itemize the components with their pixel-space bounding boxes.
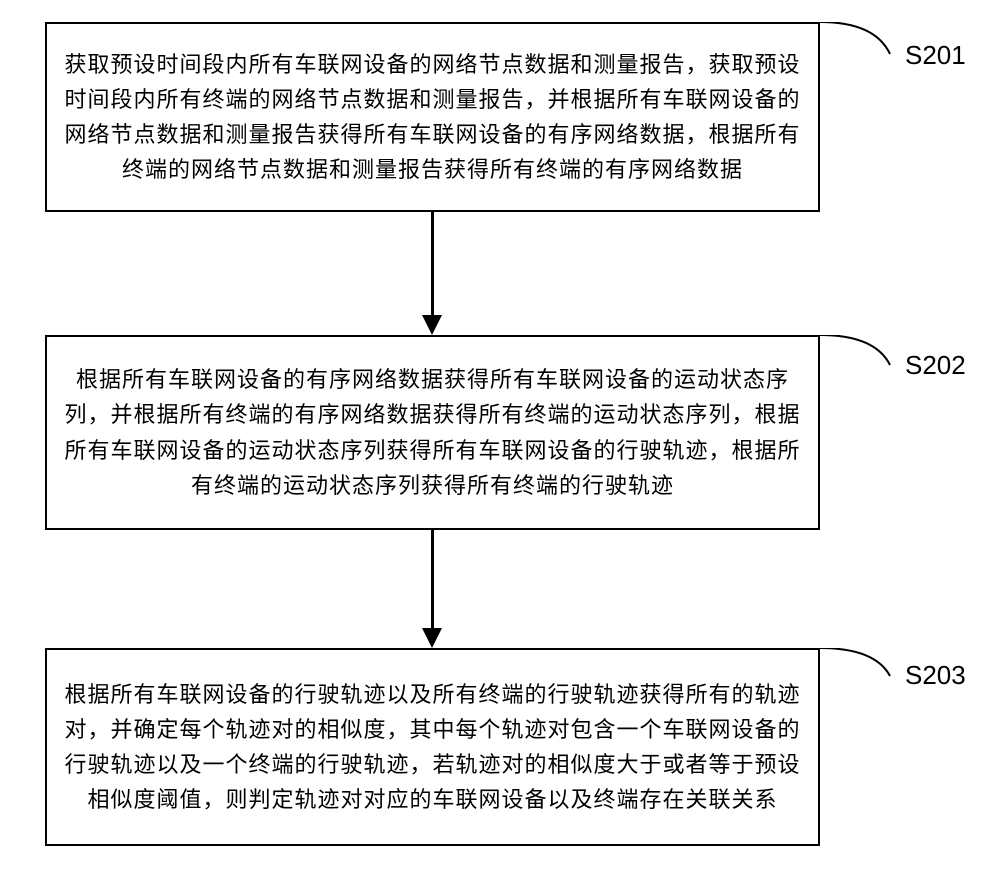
arrow-1-head [422,315,442,335]
label-connector-s201 [820,22,905,62]
label-connector-s203 [820,648,905,688]
step-label-s201: S201 [905,40,966,71]
arrow-2-line [431,530,434,628]
step-text-s201: 获取预设时间段内所有车联网设备的网络节点数据和测量报告，获取预设时间段内所有终端… [59,47,806,188]
step-label-s203: S203 [905,660,966,691]
step-text-s203: 根据所有车联网设备的行驶轨迹以及所有终端的行驶轨迹获得所有的轨迹对，并确定每个轨… [59,677,806,818]
step-box-s202: 根据所有车联网设备的有序网络数据获得所有车联网设备的运动状态序列，并根据所有终端… [45,335,820,530]
label-connector-s202 [820,335,905,375]
step-box-s203: 根据所有车联网设备的行驶轨迹以及所有终端的行驶轨迹获得所有的轨迹对，并确定每个轨… [45,648,820,846]
arrow-1-line [431,212,434,315]
step-box-s201: 获取预设时间段内所有车联网设备的网络节点数据和测量报告，获取预设时间段内所有终端… [45,22,820,212]
arrow-2-head [422,628,442,648]
step-text-s202: 根据所有车联网设备的有序网络数据获得所有车联网设备的运动状态序列，并根据所有终端… [59,362,806,503]
flowchart-canvas: 获取预设时间段内所有车联网设备的网络节点数据和测量报告，获取预设时间段内所有终端… [0,0,1000,870]
step-label-s202: S202 [905,350,966,381]
